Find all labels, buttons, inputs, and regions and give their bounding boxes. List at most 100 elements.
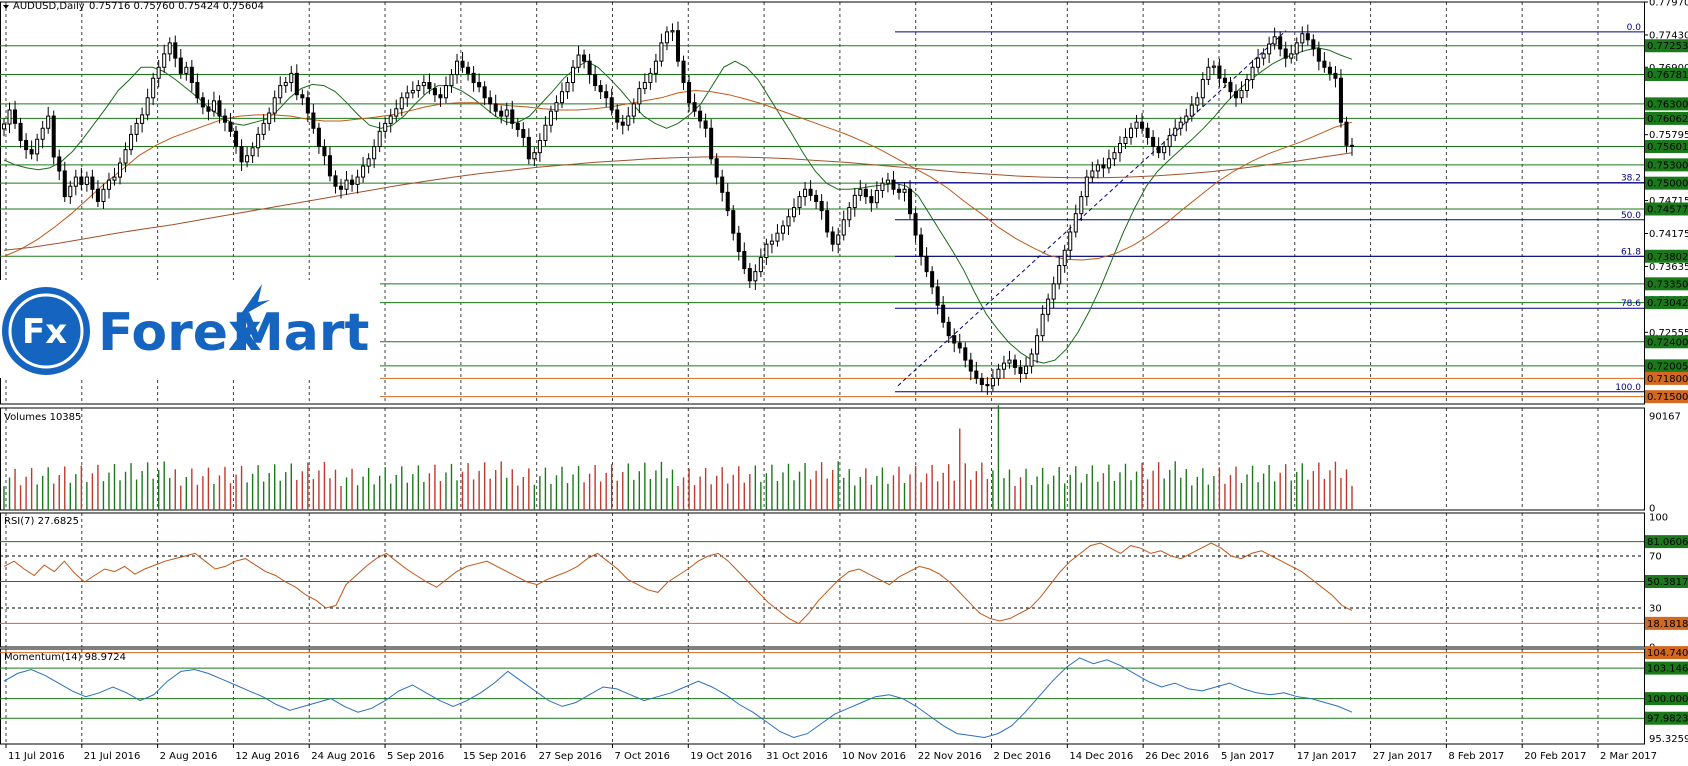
arrow-icon	[238, 284, 270, 318]
candle-bear	[946, 321, 951, 337]
candle-bull	[1261, 53, 1266, 59]
date-axis: 11 Jul 2016 21 Jul 2016 2 Aug 2016 12 Aug 2…	[5, 744, 1657, 762]
candle-bear	[510, 109, 515, 124]
candle-bear	[598, 85, 603, 93]
candle-bear	[703, 120, 708, 129]
candle-bull	[885, 179, 890, 184]
volume-tick-label: 0	[1649, 504, 1655, 515]
date-tick-label: 5 Jan 2017	[1221, 751, 1275, 762]
candle-bear	[957, 342, 962, 349]
rsi-level-label: 18.1818	[1647, 619, 1688, 630]
momentum-level-label-box	[1645, 661, 1688, 675]
candle-bear	[95, 188, 100, 202]
chart-header: AUDUSD,Daily 0.75716 0.75760 0.75424 0.7…	[3, 1, 264, 12]
candle-bull	[1128, 127, 1134, 138]
candle-bull	[880, 182, 885, 191]
price-level-label-box	[1645, 111, 1688, 125]
rsi-tick-label: 70	[1649, 552, 1662, 563]
price-level-label-box	[1645, 277, 1688, 291]
candle-bull	[388, 115, 393, 124]
price-level-label: 0.75000	[1647, 179, 1688, 190]
rsi-tick-label: 30	[1649, 604, 1662, 615]
candle-bull	[377, 130, 382, 148]
candle-bear	[687, 82, 692, 104]
forexmart-logo: Fx Forex Mart	[0, 280, 380, 378]
candle-bear	[985, 383, 990, 387]
candle-bear	[1333, 72, 1338, 79]
candle-bull	[1195, 97, 1200, 106]
date-tick-label: 21 Jul 2016	[84, 751, 141, 762]
rsi-level-label: 50.3817	[1647, 577, 1688, 588]
candle-bear	[891, 179, 896, 190]
rsi-level-label-box	[1645, 535, 1688, 549]
candle-bull	[537, 139, 542, 154]
candle-bull	[145, 97, 150, 116]
candles	[1, 21, 1355, 395]
candle-bull	[454, 60, 460, 76]
symbol-label: AUDUSD,Daily	[13, 1, 85, 12]
candle-bull	[1117, 143, 1122, 154]
candle-bear	[79, 176, 84, 185]
candle-bear	[604, 91, 609, 99]
candle-bull	[1294, 42, 1299, 55]
momentum-level-label: 104.7400	[1647, 648, 1688, 659]
candle-bear	[438, 94, 443, 99]
date-tick-label: 26 Dec 2016	[1145, 751, 1209, 762]
momentum-tick-label: 95.3259	[1649, 734, 1688, 745]
candle-bear	[305, 97, 310, 114]
candle-bear	[1316, 48, 1321, 62]
candle-bear	[338, 185, 344, 190]
date-tick-label: 7 Oct 2016	[614, 751, 669, 762]
price-level-label: 0.76062	[1647, 114, 1688, 125]
candle-bull	[841, 219, 846, 236]
candle-bear	[1140, 121, 1145, 129]
candle-bull	[565, 82, 570, 93]
candle-bull	[504, 109, 509, 117]
candle-bull	[245, 155, 250, 163]
candle-bull	[1068, 231, 1073, 251]
triangle-down-icon	[3, 5, 9, 9]
candle-bull	[1189, 104, 1194, 117]
candle-bull	[421, 82, 426, 87]
candle-bear	[952, 335, 957, 344]
price-tick-label: 0.74175	[1649, 229, 1688, 240]
candle-bull	[1167, 135, 1172, 148]
volume-bars	[3, 405, 1353, 510]
candle-bull	[1162, 146, 1167, 154]
candle-bear	[432, 88, 437, 96]
candle-bull	[1035, 335, 1040, 355]
ma-fast-line	[3, 47, 1353, 364]
price-level-label: 0.71800	[1647, 374, 1688, 385]
candle-bear	[51, 115, 56, 158]
candle-bear	[195, 82, 200, 99]
candle-bull	[101, 188, 106, 202]
candle-bear	[239, 146, 244, 163]
candle-bear	[222, 115, 228, 123]
candle-bull	[117, 162, 123, 178]
candle-bear	[1278, 36, 1283, 50]
candle-bull	[35, 138, 40, 155]
candle-bull	[769, 240, 774, 245]
date-tick-label: 12 Aug 2016	[235, 751, 299, 762]
candle-bull	[278, 85, 283, 99]
candle-bull	[852, 194, 857, 209]
candle-bull	[631, 103, 636, 117]
candle-bull	[40, 127, 45, 140]
candle-bull	[1001, 362, 1006, 370]
ma-long-line	[3, 152, 1353, 251]
candle-bear	[460, 60, 465, 68]
candle-bear	[974, 370, 979, 379]
candle-bear	[521, 128, 526, 138]
date-tick-label: 20 Feb 2017	[1524, 751, 1586, 762]
fib-label: 100.0	[1615, 383, 1641, 393]
candle-bull	[7, 109, 12, 125]
candle-bull	[1073, 213, 1078, 233]
candle-bear	[924, 255, 929, 273]
rsi-level-label-box	[1645, 616, 1688, 630]
candle-bear	[294, 72, 299, 96]
price-level-label-box	[1645, 249, 1688, 263]
candle-bear	[808, 188, 813, 196]
date-tick-label: 27 Sep 2016	[539, 751, 602, 762]
